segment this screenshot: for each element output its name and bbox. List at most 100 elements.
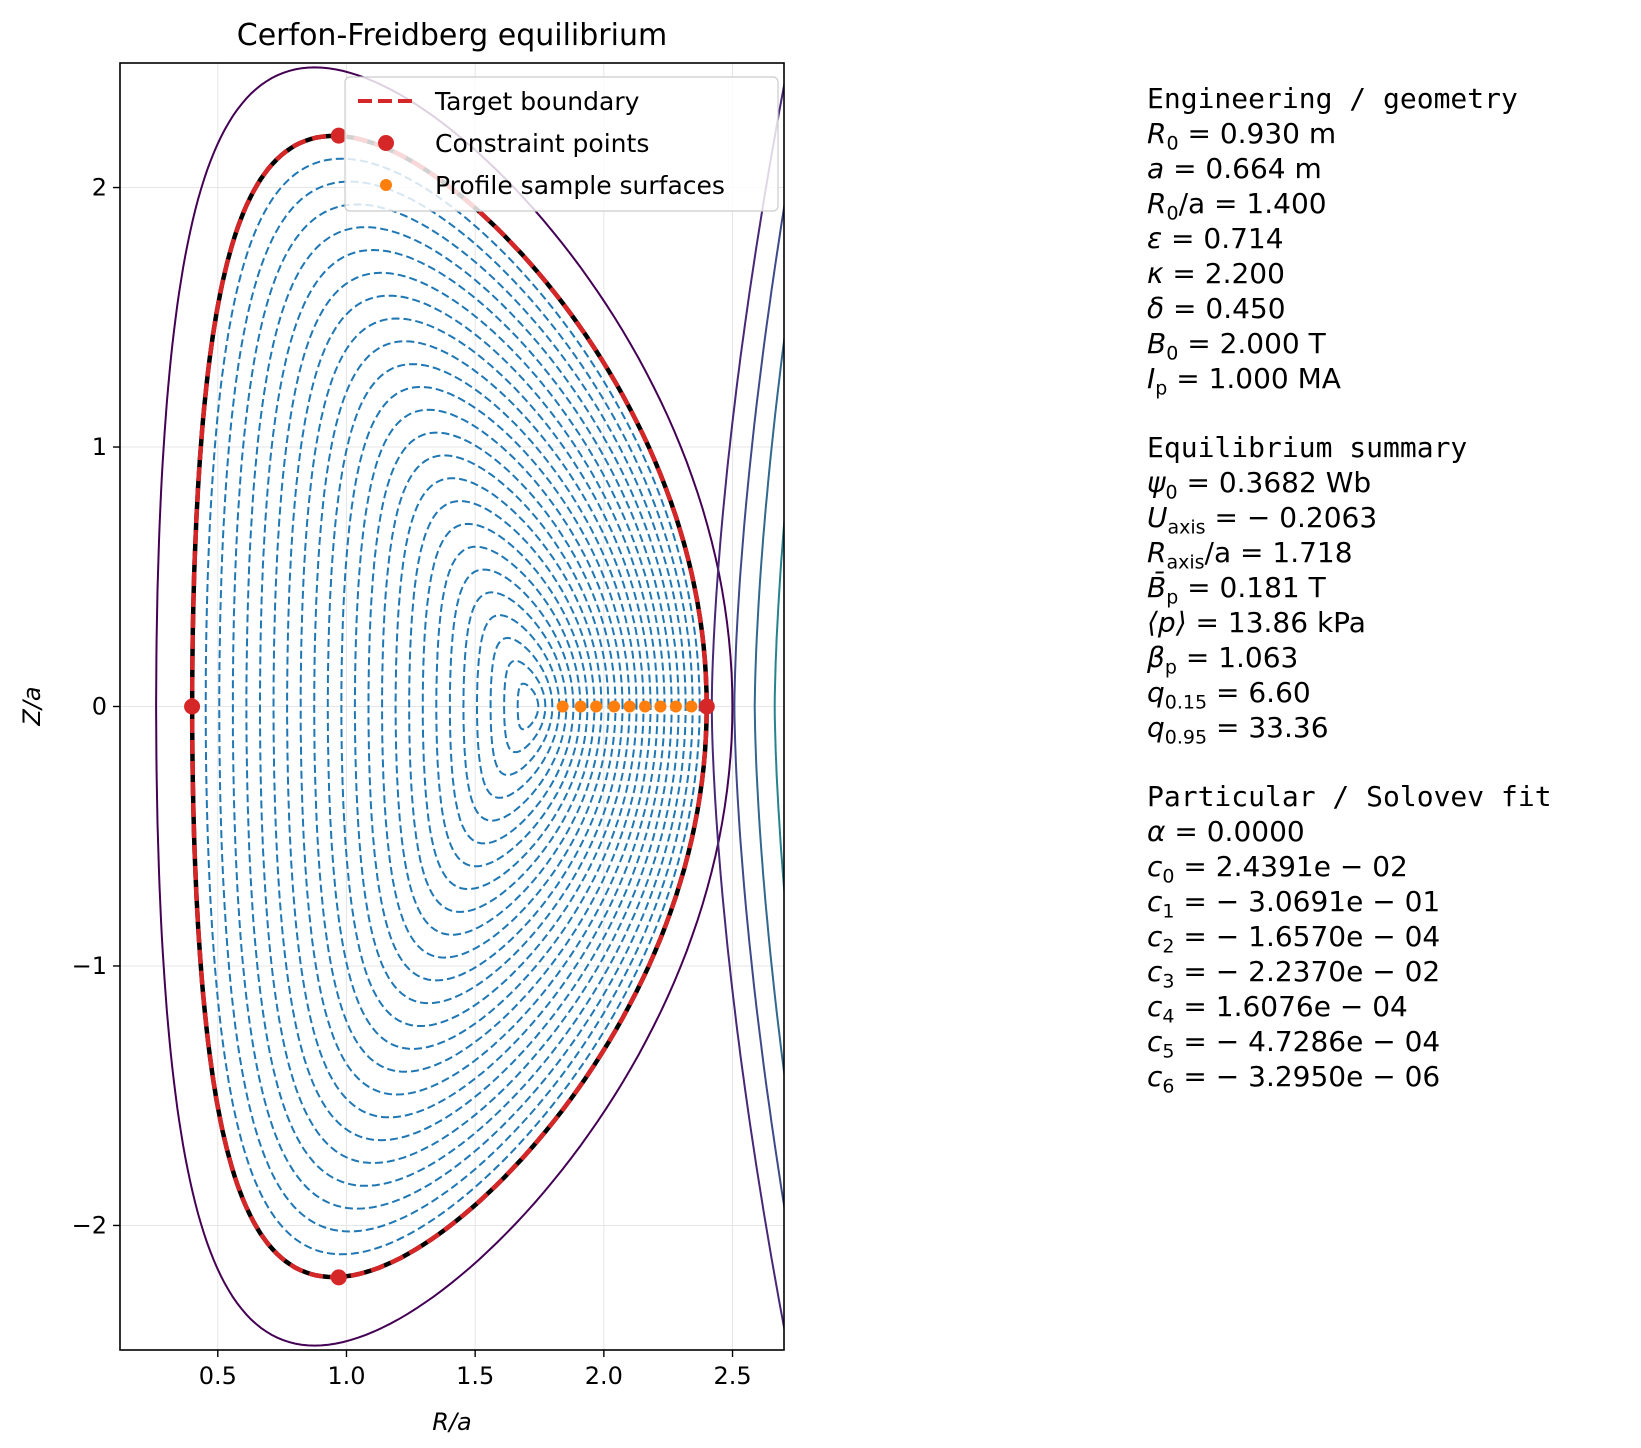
value: = 0.181 T — [1178, 571, 1326, 604]
exterior-contour — [853, 32, 924, 1381]
value: = − 4.7286e − 04 — [1174, 1025, 1441, 1058]
flux-surface — [476, 614, 561, 799]
summary-line: ψ0 = 0.3682 Wb — [1147, 465, 1552, 504]
value: = 0.714 — [1162, 222, 1284, 255]
subscript: 0 — [1166, 132, 1179, 155]
symbol: R — [1147, 536, 1167, 569]
subscript: 0.15 — [1164, 691, 1208, 714]
symbol: c — [1147, 955, 1163, 988]
value: = 0.930 m — [1178, 117, 1337, 150]
value: = 0.664 m — [1164, 152, 1322, 185]
value: = 1.6076e − 04 — [1174, 990, 1408, 1023]
exterior-contour — [773, 514, 784, 899]
spacer — [1147, 745, 1552, 780]
legend-label: Profile sample surfaces — [435, 171, 725, 200]
profile-sample-point — [623, 700, 636, 713]
y-tick-label: 2 — [92, 174, 107, 202]
symbol: c — [1147, 990, 1163, 1023]
subscript: p — [1155, 377, 1168, 400]
grid-lines — [120, 63, 784, 1350]
symbol: κ — [1147, 257, 1164, 290]
constraint-point — [330, 1269, 347, 1286]
value: = 0.3682 Wb — [1177, 466, 1372, 499]
fit-line: c3 = − 2.2370e − 02 — [1147, 954, 1552, 993]
symbol: ψ — [1147, 466, 1166, 499]
value: = − 1.6570e − 04 — [1174, 920, 1441, 953]
profile-sample-point — [574, 700, 587, 713]
flux-surface — [381, 454, 610, 959]
flux-surface — [272, 271, 666, 1142]
fit-line: c5 = − 4.7286e − 04 — [1147, 1024, 1552, 1063]
flux-surface — [353, 408, 624, 1005]
profile-sample-point — [685, 700, 698, 713]
engineering-line: δ = 0.450 — [1147, 291, 1552, 326]
subscript: 1 — [1162, 900, 1175, 923]
legend-frame — [344, 76, 779, 212]
value: = 2.200 — [1163, 257, 1285, 290]
subscript: 4 — [1162, 1005, 1175, 1028]
symbol: δ — [1147, 292, 1165, 325]
value: = 1.000 MA — [1167, 362, 1341, 395]
constraint-point — [330, 127, 347, 144]
x-tick-label: 2.0 — [585, 1362, 623, 1390]
subscript: 0 — [1166, 342, 1179, 365]
fit-line: α = 0.0000 — [1147, 814, 1552, 849]
value: = − 2.2370e − 02 — [1174, 955, 1441, 988]
value: = 2.000 T — [1178, 327, 1326, 360]
profile-sample-point — [608, 700, 621, 713]
summary-line: B̄p = 0.181 T — [1147, 570, 1552, 609]
symbol: c — [1147, 850, 1163, 883]
x-tick-label: 0.5 — [199, 1362, 237, 1390]
x-axis-label: R/a — [432, 1408, 471, 1436]
flux-surface — [245, 226, 680, 1187]
symbol: R — [1147, 187, 1167, 220]
legend-label: Constraint points — [435, 129, 649, 158]
exterior-contour — [733, 201, 784, 1212]
symbol: q — [1147, 676, 1165, 709]
symbol: U — [1147, 501, 1168, 534]
subscript: axis — [1167, 516, 1206, 539]
symbol: β — [1147, 641, 1165, 674]
exterior-contour — [753, 333, 784, 1080]
value: = 1.063 — [1176, 641, 1299, 674]
flux-surface — [326, 363, 638, 1050]
spacer — [1147, 396, 1552, 431]
legend-swatch-marker — [378, 135, 394, 151]
profile-sample-point — [654, 700, 667, 713]
flux-surface — [259, 248, 673, 1165]
y-tick-label: 0 — [92, 693, 107, 721]
engineering-line: R0 = 0.930 m — [1147, 116, 1552, 155]
engineering-heading: Engineering / geometry — [1147, 82, 1518, 115]
symbol: q — [1147, 711, 1165, 744]
flux-surface — [394, 477, 603, 936]
flux-surface — [503, 659, 547, 754]
subscript: 3 — [1162, 970, 1175, 993]
summary-line: Raxis/a = 1.718 — [1147, 535, 1552, 574]
flux-surface — [286, 294, 659, 1119]
y-tick-label: −1 — [72, 952, 107, 980]
axis-ticks: 0.5 1.0 1.5 2.0 2.5 −2 −1 0 1 2 — [72, 174, 752, 1390]
exterior-contour — [795, 32, 869, 1381]
subscript: axis — [1166, 551, 1205, 574]
engineering-line: R0/a = 1.400 — [1147, 186, 1552, 225]
value: = − 3.2950e − 06 — [1174, 1060, 1441, 1093]
symbol: a — [1147, 152, 1165, 185]
symbol: ⟨p⟩ — [1147, 606, 1187, 639]
fit-line: c1 = − 3.0691e − 01 — [1147, 884, 1552, 923]
value: = 0.0000 — [1165, 815, 1305, 848]
y-axis-label: Z/a — [18, 686, 46, 726]
constraint-point — [184, 698, 201, 715]
symbol: B̄ — [1147, 571, 1167, 604]
subscript: p — [1166, 586, 1179, 609]
value: = 13.86 kPa — [1186, 606, 1366, 639]
constraint-point — [698, 698, 715, 715]
fit-heading: Particular / Solovev fit — [1147, 780, 1552, 813]
fit-line: c2 = − 1.6570e − 04 — [1147, 919, 1552, 958]
fit-line: c0 = 2.4391e − 02 — [1147, 849, 1552, 888]
subscript: 0 — [1162, 865, 1175, 888]
flux-surface — [448, 568, 575, 845]
symbol: c — [1147, 885, 1163, 918]
exterior-contour — [833, 32, 905, 1381]
